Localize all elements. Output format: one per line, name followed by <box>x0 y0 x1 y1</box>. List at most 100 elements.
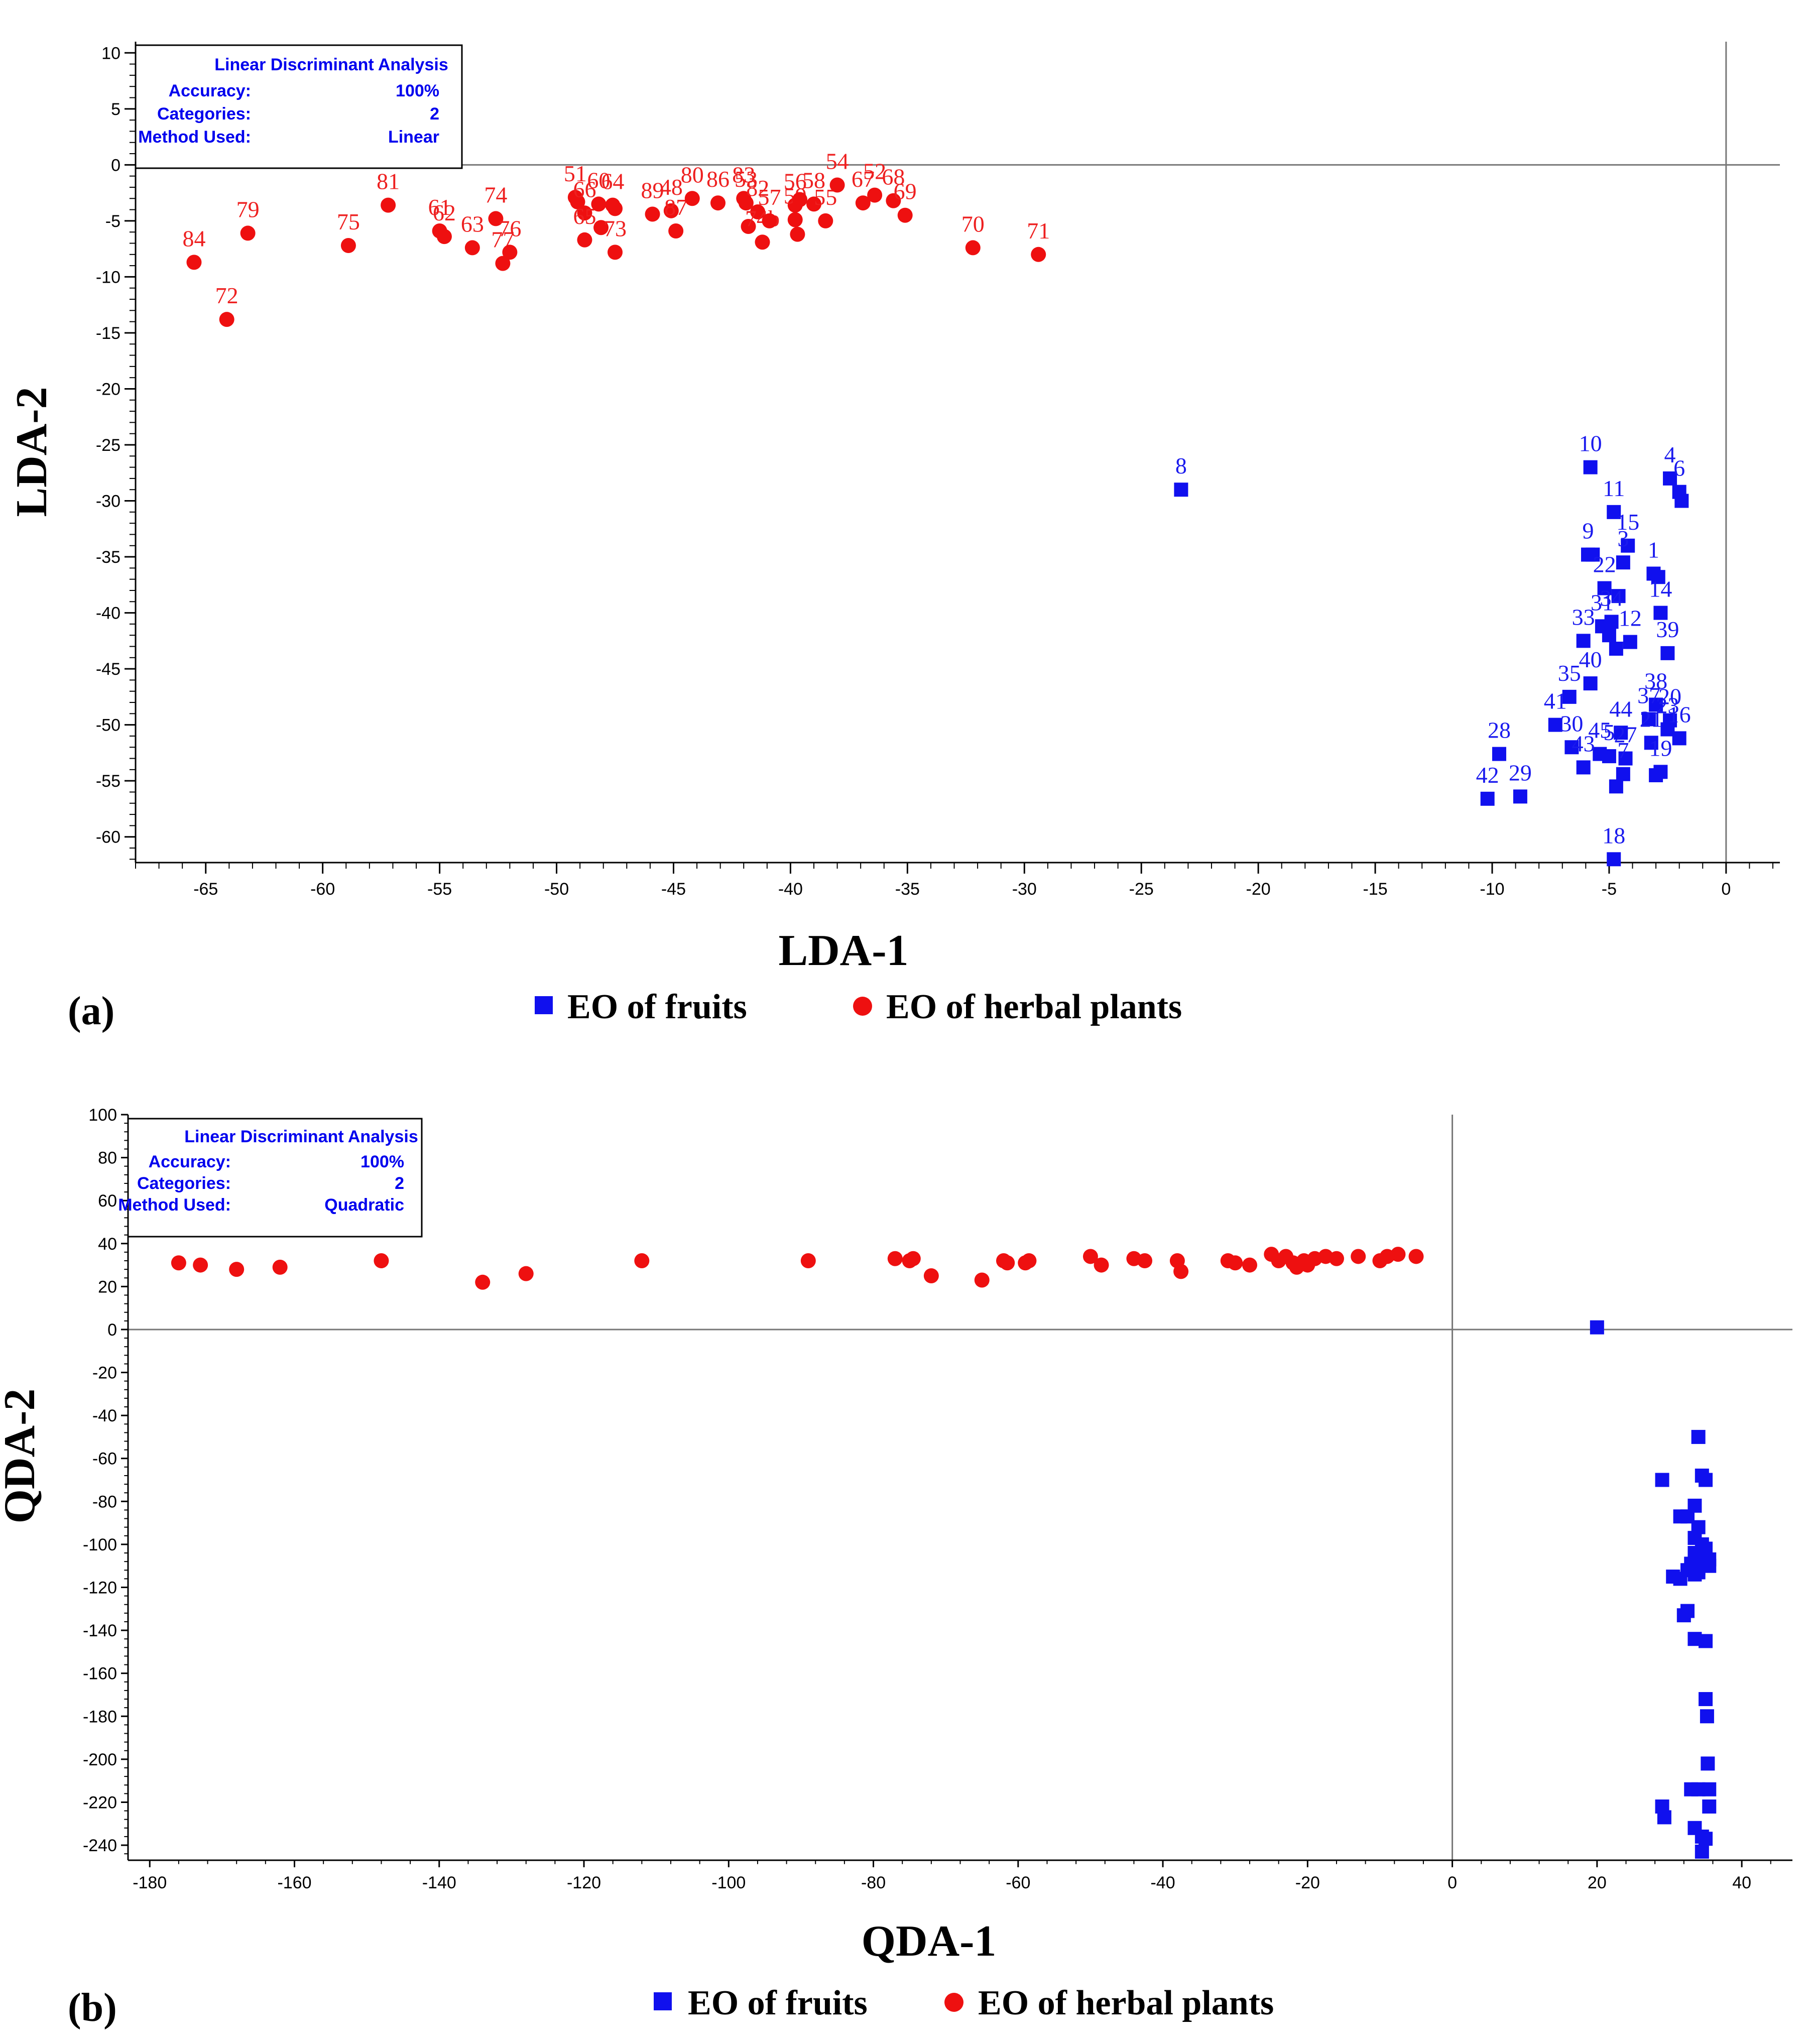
fruit-point <box>1653 606 1668 620</box>
panel-a-info-box <box>135 44 463 169</box>
fruit-point <box>1492 747 1506 761</box>
panel-a-y-axis-title: LDA-2 <box>8 387 56 517</box>
herbal-point <box>1329 1251 1344 1266</box>
point-label: 71 <box>1027 218 1050 244</box>
herbal-point <box>475 1274 491 1290</box>
panel-b-y-tick-label: -40 <box>92 1406 117 1425</box>
fruit-point <box>1562 689 1577 704</box>
panel-a-x-tick-label: -15 <box>1363 880 1387 899</box>
panel-a-legend-fruits-label: EO of fruits <box>567 988 747 1026</box>
fruit-point <box>1597 581 1612 595</box>
panel-a-y-tick-label: -40 <box>96 604 120 623</box>
point-label: 18 <box>1602 822 1625 848</box>
panel-b-y-axis-title: QDA-2 <box>0 1389 44 1524</box>
panel-a-x-tick-label: -50 <box>544 880 569 899</box>
point-label: 6 <box>1673 455 1685 481</box>
fruit-point <box>1480 791 1495 806</box>
fruit-point <box>1174 483 1188 497</box>
panel-b-y-tick-label: -180 <box>83 1707 117 1726</box>
panel-a-x-tick-label: -45 <box>661 880 686 899</box>
herbal-point <box>488 211 504 226</box>
panel-a-x-axis-title: LDA-1 <box>778 926 908 975</box>
herbal-point <box>240 225 256 241</box>
herbal-point <box>381 197 396 213</box>
point-label: 4 <box>1664 442 1676 467</box>
point-label: 67 <box>852 166 875 192</box>
panel-b-label: (b) <box>68 1986 117 2030</box>
fruit-point <box>1702 1799 1717 1814</box>
herbal-point <box>340 237 356 253</box>
point-label: 56 <box>784 169 807 194</box>
point-label: 83 <box>732 162 755 187</box>
point-label: 20 <box>1658 684 1681 709</box>
panel-a-y-tick-label: -5 <box>105 212 120 231</box>
panel-b-x-tick-label: 20 <box>1588 1873 1607 1892</box>
fruit-point <box>1687 1567 1702 1582</box>
panel-a-y-tick-label: -30 <box>96 492 120 511</box>
herbal-point <box>186 255 202 270</box>
point-label: 34 <box>1600 585 1623 611</box>
point-label: 70 <box>961 211 985 236</box>
herbal-point <box>800 1253 816 1269</box>
panel-b-x-tick-label: -100 <box>711 1873 746 1892</box>
herbal-point <box>790 226 805 242</box>
panel-a-y-tick-label: -55 <box>96 772 120 791</box>
panel-b-x-tick-label: -180 <box>133 1873 167 1892</box>
herbal-point <box>867 187 883 203</box>
panel-a-y-tick-label: -45 <box>96 660 120 679</box>
herbal-point <box>608 201 623 216</box>
fruit-point <box>1699 1473 1713 1487</box>
point-label: 9 <box>1582 518 1594 544</box>
herbal-point <box>663 203 679 218</box>
panel-a-legend-fruits-marker <box>535 996 553 1014</box>
panel-a-x-tick-label: -55 <box>427 880 452 899</box>
panel-a-info-label: Accuracy: <box>169 81 251 100</box>
point-label: 35 <box>1558 660 1581 686</box>
fruit-point <box>1657 1810 1671 1825</box>
panel-b-y-tick-label: 80 <box>98 1149 117 1168</box>
point-label: 68 <box>882 164 905 190</box>
point-label: 66 <box>573 176 596 202</box>
panel-b-info-label: Method Used: <box>118 1195 231 1215</box>
fruit-point <box>1699 1692 1713 1707</box>
herbal-point <box>464 240 480 256</box>
panel-a-x-tick-label: -65 <box>193 880 218 899</box>
panel-a-label: (a) <box>68 989 114 1033</box>
herbal-point <box>792 192 808 207</box>
point-label: 39 <box>1656 617 1679 642</box>
point-label: 76 <box>498 215 521 241</box>
point-label: 37 <box>1637 682 1660 708</box>
panel-a-x-tick-label: -30 <box>1012 880 1037 899</box>
fruit-point <box>1691 1429 1706 1444</box>
panel-a-y-tick-label: 10 <box>101 44 120 63</box>
herbal-point <box>577 232 592 248</box>
herbal-point <box>887 1251 903 1266</box>
fruit-point <box>1672 731 1686 746</box>
point-label: 73 <box>604 215 627 241</box>
point-label: 48 <box>660 174 683 200</box>
fruit-point <box>1623 635 1637 649</box>
fruit-point <box>1586 547 1600 562</box>
fruit-point <box>1642 712 1656 727</box>
panel-b-info-title: Linear Discriminant Analysis <box>184 1127 418 1146</box>
panel-b-x-tick-label: -160 <box>277 1873 311 1892</box>
herbal-point <box>518 1266 534 1281</box>
panel-b-info-value: 2 <box>395 1174 404 1193</box>
herbal-point <box>741 219 756 234</box>
herbal-point <box>1000 1255 1015 1271</box>
point-label: 10 <box>1579 431 1602 456</box>
panel-a-legend-herbal-marker <box>853 997 872 1016</box>
herbal-point <box>668 223 684 238</box>
herbal-point <box>1094 1257 1109 1273</box>
panel-b-y-tick-label: -200 <box>83 1750 117 1769</box>
fruit-point <box>1602 749 1616 764</box>
herbal-point <box>787 212 803 227</box>
panel-b-y-tick-label: -240 <box>83 1836 117 1855</box>
herbal-point <box>171 1255 186 1271</box>
fruit-point <box>1700 1709 1714 1724</box>
fruit-point <box>1607 505 1621 519</box>
herbal-point <box>502 245 518 260</box>
point-label: 14 <box>1649 576 1672 602</box>
panel-a-y-tick-label: 5 <box>111 100 120 119</box>
point-label: 79 <box>236 196 260 222</box>
